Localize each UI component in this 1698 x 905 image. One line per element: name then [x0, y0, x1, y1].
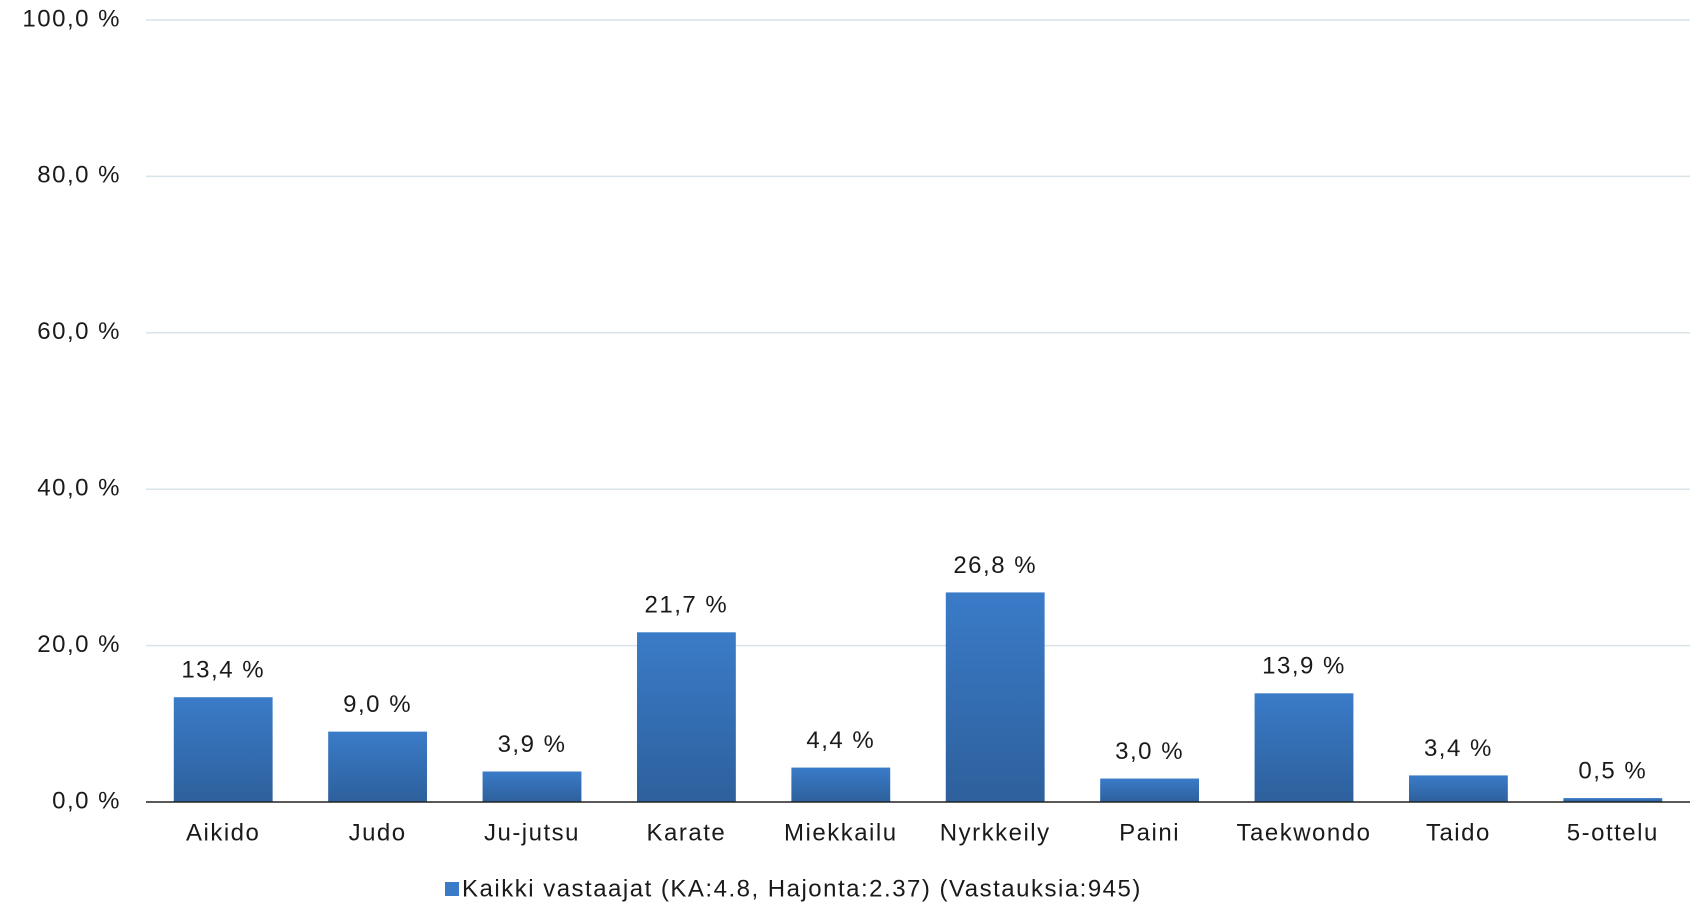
y-tick-label: 40,0 % — [37, 475, 121, 502]
bar-shade — [1563, 798, 1663, 802]
data-label: 9,0 % — [343, 691, 412, 718]
y-tick-label: 100,0 % — [22, 5, 121, 32]
x-tick-label: Ju-jutsu — [484, 819, 580, 846]
legend-swatch — [445, 882, 459, 896]
data-label: 3,4 % — [1424, 735, 1493, 762]
x-tick-label: Taekwondo — [1237, 819, 1372, 846]
data-label: 4,4 % — [806, 727, 875, 754]
bar-shade — [482, 771, 582, 802]
y-tick-label: 60,0 % — [37, 318, 121, 345]
data-label: 3,9 % — [498, 731, 567, 758]
bar-shade — [173, 697, 273, 802]
x-tick-label: Judo — [349, 819, 407, 846]
data-label: 21,7 % — [645, 592, 729, 619]
bar-shade — [1100, 778, 1200, 802]
x-tick-label: Miekkailu — [784, 819, 898, 846]
bar-shade — [1254, 693, 1354, 802]
x-tick-label: 5-ottelu — [1567, 819, 1659, 846]
data-label: 0,5 % — [1578, 757, 1647, 784]
x-tick-label: Aikido — [186, 819, 260, 846]
y-tick-label: 0,0 % — [52, 787, 121, 814]
bar-shade — [945, 592, 1045, 802]
legend-label: Kaikki vastaajat (KA:4.8, Hajonta:2.37) … — [462, 875, 1142, 902]
bar-shade — [328, 731, 428, 802]
y-tick-label: 20,0 % — [37, 631, 121, 658]
y-tick-label: 80,0 % — [37, 162, 121, 189]
data-label: 13,4 % — [181, 657, 265, 684]
x-tick-label: Nyrkkeily — [940, 819, 1051, 846]
x-tick-label: Taido — [1426, 819, 1491, 846]
bar-shade — [1408, 775, 1508, 802]
bar-shade — [636, 632, 736, 802]
data-label: 13,9 % — [1262, 653, 1346, 680]
data-label: 26,8 % — [953, 552, 1037, 579]
data-label: 3,0 % — [1115, 738, 1184, 765]
x-tick-label: Karate — [647, 819, 727, 846]
x-tick-label: Paini — [1119, 819, 1180, 846]
bar-shade — [791, 767, 891, 802]
